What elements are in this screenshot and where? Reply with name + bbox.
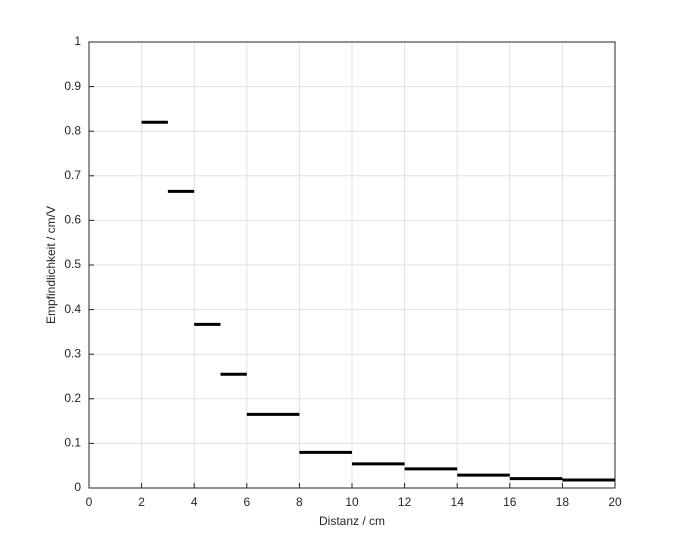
y-tick-label: 1 bbox=[74, 34, 81, 48]
y-tick-label: 0.5 bbox=[64, 257, 81, 271]
y-tick-label: 0.6 bbox=[64, 213, 81, 227]
y-tick-label: 0.7 bbox=[64, 168, 81, 182]
axes-box bbox=[88, 41, 616, 489]
y-axis-label: Empfindlichkeit / cm/V bbox=[44, 206, 58, 324]
x-tick-label: 2 bbox=[138, 495, 145, 509]
x-tick-label: 8 bbox=[296, 495, 303, 509]
x-tick-label: 12 bbox=[398, 495, 412, 509]
y-tick-label: 0.1 bbox=[64, 436, 81, 450]
x-tick-label: 20 bbox=[608, 495, 622, 509]
y-tick-label: 0.8 bbox=[64, 123, 81, 137]
y-tick-label: 0.3 bbox=[64, 346, 81, 360]
y-tick-label: 0.4 bbox=[64, 302, 81, 316]
x-tick-label: 4 bbox=[191, 495, 198, 509]
x-tick-label: 0 bbox=[86, 495, 93, 509]
x-axis-label: Distanz / cm bbox=[319, 514, 385, 528]
x-tick-label: 18 bbox=[556, 495, 570, 509]
x-tick-label: 10 bbox=[345, 495, 359, 509]
y-tick-label: 0 bbox=[74, 480, 81, 494]
x-tick-label: 16 bbox=[503, 495, 517, 509]
x-tick-label: 6 bbox=[243, 495, 250, 509]
y-tick-label: 0.9 bbox=[64, 79, 81, 93]
y-tick-label: 0.2 bbox=[64, 391, 81, 405]
x-tick-label: 14 bbox=[451, 495, 465, 509]
